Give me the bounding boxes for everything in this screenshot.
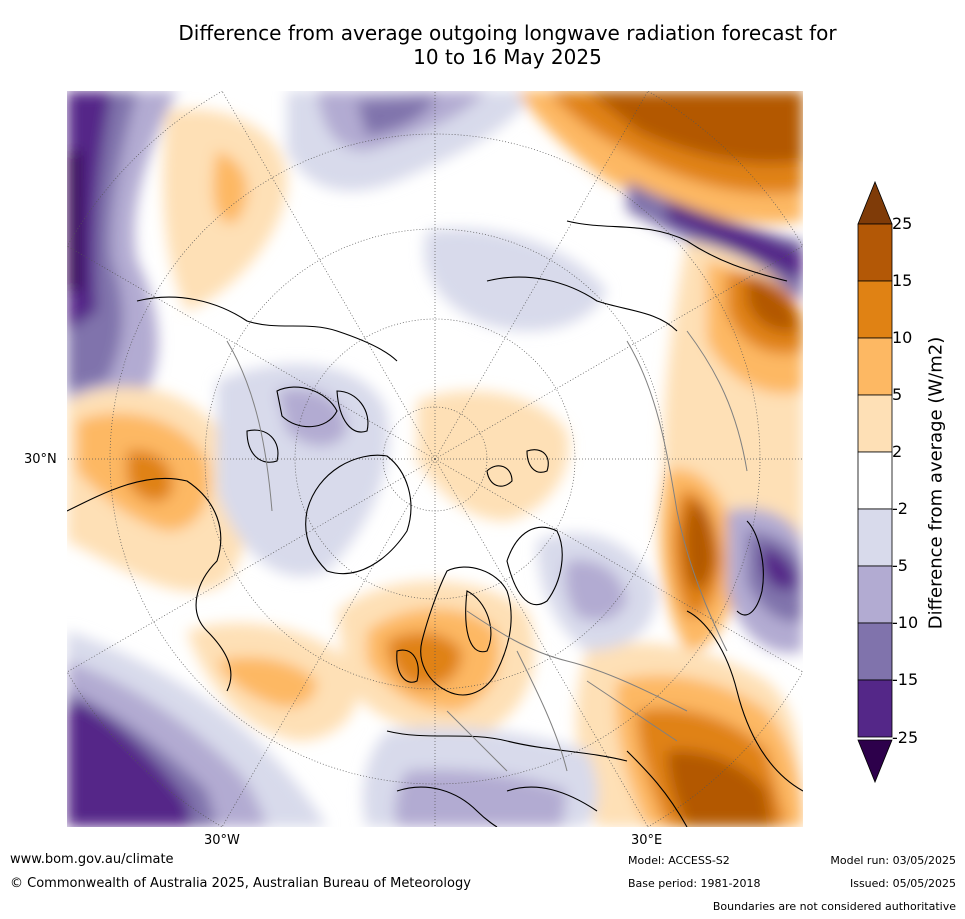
colorbar-tick: 2 [892, 442, 903, 461]
footer-model-run: Model run: 03/05/2025 [830, 854, 956, 867]
graticule [67, 91, 803, 827]
lon-label-30w: 30°W [204, 833, 240, 848]
coastline-greenland [305, 454, 412, 575]
coastlines [67, 220, 803, 827]
colorbar-tick: 5 [892, 385, 903, 404]
footer-copyright: © Commonwealth of Australia 2025, Austra… [10, 876, 471, 891]
footer-base-period: Base period: 1981-2018 [628, 877, 761, 890]
colorbar-tick: -10 [892, 613, 919, 632]
footer-disclaimer: Boundaries are not considered authoritat… [712, 900, 956, 913]
colorbar-tick: -5 [892, 556, 908, 575]
colorbar [857, 180, 893, 784]
colorbar-tick: -2 [892, 499, 908, 518]
title-line-1: Difference from average outgoing longwav… [178, 21, 837, 45]
anomaly-field [67, 91, 803, 827]
colorbar-tick: -25 [892, 728, 919, 747]
colorbar-extend-top [857, 180, 893, 225]
colorbar-extend-bottom [857, 739, 893, 784]
coastline-europe [420, 566, 512, 696]
colorbar-tick: 10 [892, 328, 913, 347]
chart-title: Difference from average outgoing longwav… [60, 21, 955, 69]
colorbar-tick: 25 [892, 214, 913, 233]
country-borders [226, 330, 748, 772]
footer-issued: Issued: 05/05/2025 [849, 877, 956, 890]
colorbar-label-text: Difference from average (W/m2) [925, 336, 947, 630]
polar-map [67, 91, 803, 827]
colorbar-tick: -15 [892, 670, 919, 689]
lat-label-30n: 30°N [24, 452, 57, 467]
title-line-2: 10 to 16 May 2025 [413, 45, 602, 69]
footer-website: www.bom.gov.au/climate [10, 852, 174, 867]
colorbar-tick: 15 [892, 271, 913, 290]
footer-model: Model: ACCESS-S2 [628, 854, 730, 867]
lon-label-30e: 30°E [631, 833, 663, 848]
